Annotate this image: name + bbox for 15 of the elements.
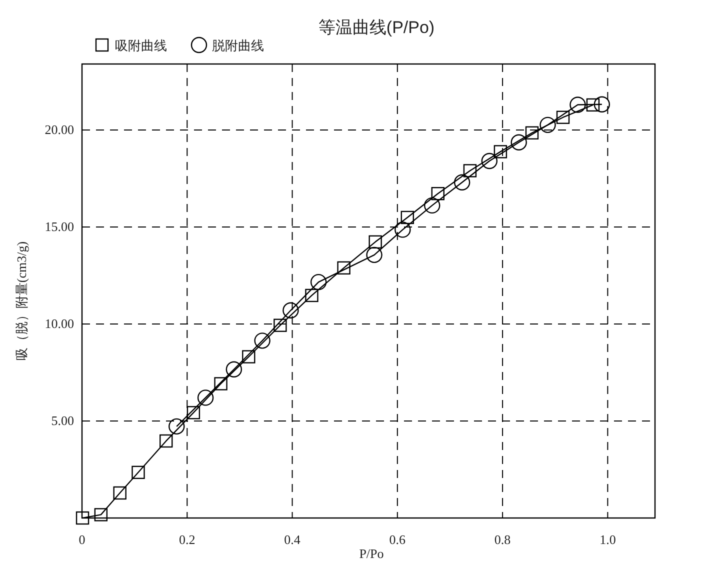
legend-label: 脱附曲线 — [212, 38, 264, 53]
x-tick-label: 0 — [78, 532, 86, 547]
y-tick-label: 15.00 — [44, 218, 74, 234]
y-tick-label: 10.00 — [44, 316, 74, 331]
chart-title: 等温曲线(P/Po) — [318, 18, 435, 37]
y-axis-title: 吸（脱）附量(cm3/g) — [14, 241, 29, 361]
legend-label: 吸附曲线 — [115, 38, 167, 53]
y-tick-label: 5.00 — [51, 412, 74, 428]
x-tick-label: 0.4 — [284, 532, 301, 547]
x-tick-label: 0.2 — [179, 532, 196, 547]
y-tick-label: 20.00 — [44, 122, 74, 137]
x-tick-label: 1.0 — [600, 532, 616, 547]
x-axis-title: P/Po — [359, 546, 384, 561]
x-tick-label: 0.6 — [389, 532, 406, 547]
x-tick-label: 0.8 — [494, 532, 511, 547]
